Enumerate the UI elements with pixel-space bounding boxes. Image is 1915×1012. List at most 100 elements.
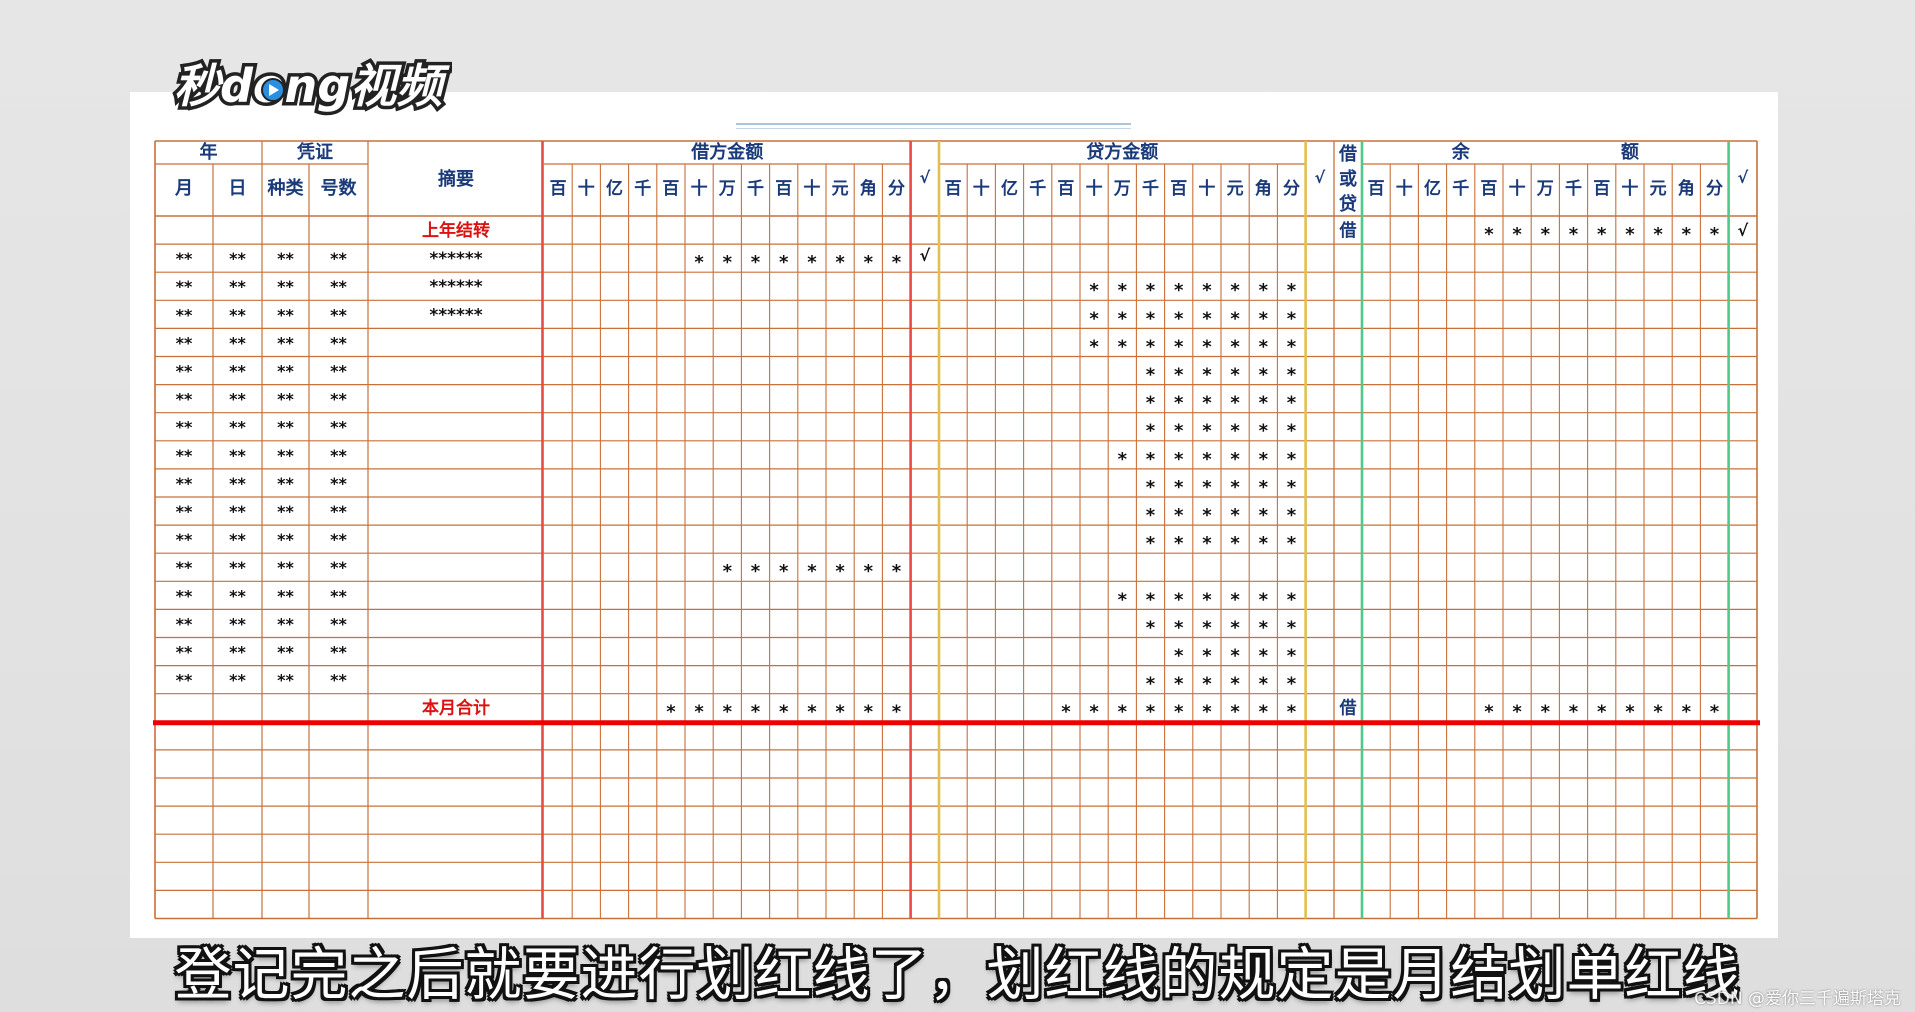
debit-digit-mark: * <box>694 702 704 723</box>
credit-digit-mark: * <box>1146 421 1156 442</box>
balance-digit-mark: * <box>1512 702 1522 723</box>
cell-month: ** <box>176 643 193 662</box>
balance-digit-mark: * <box>1710 224 1720 245</box>
cell-month: ** <box>176 502 193 521</box>
header-direction-char: 或 <box>1339 168 1357 190</box>
balance-digit-mark: * <box>1682 224 1692 245</box>
credit-digit-mark: * <box>1202 393 1212 414</box>
credit-digit-mark: * <box>1287 308 1297 329</box>
cell-day: ** <box>229 390 246 409</box>
digit-unit-label: 万 <box>1113 179 1131 199</box>
header-voucher-no: 号数 <box>321 177 358 199</box>
cell-day: ** <box>229 502 246 521</box>
cell-day: ** <box>229 446 246 465</box>
cell-summary: 上年结转 <box>422 220 490 241</box>
header-summary: 摘要 <box>438 168 474 190</box>
credit-digit-mark: * <box>1089 702 1099 723</box>
cell-day: ** <box>229 586 246 605</box>
digit-unit-label: 分 <box>1706 179 1723 199</box>
credit-digit-mark: * <box>1146 449 1156 470</box>
credit-digit-mark: * <box>1202 674 1212 695</box>
cell-month: ** <box>176 277 193 296</box>
debit-digit-mark: * <box>723 561 733 582</box>
balance-digit-mark: * <box>1625 702 1635 723</box>
debit-digit-mark: * <box>751 561 761 582</box>
decorative-line <box>736 128 1131 129</box>
credit-digit-mark: * <box>1259 533 1269 554</box>
credit-digit-mark: * <box>1202 365 1212 386</box>
digit-unit-label: 百 <box>775 179 792 199</box>
debit-digit-mark: * <box>892 702 902 723</box>
credit-digit-mark: * <box>1230 308 1240 329</box>
credit-digit-mark: * <box>1287 449 1297 470</box>
credit-digit-mark: * <box>1174 477 1184 498</box>
cell-month: ** <box>176 586 193 605</box>
cell-voucher-type: ** <box>277 474 294 493</box>
credit-digit-mark: * <box>1287 589 1297 610</box>
credit-digit-mark: * <box>1287 674 1297 695</box>
credit-digit-mark: * <box>1118 589 1128 610</box>
cell-voucher-no: ** <box>330 362 347 381</box>
play-icon <box>269 84 279 96</box>
credit-digit-mark: * <box>1259 505 1269 526</box>
cell-summary: ****** <box>429 249 482 269</box>
cell-day: ** <box>229 333 246 352</box>
cell-voucher-no: ** <box>330 446 347 465</box>
cell-month: ** <box>176 333 193 352</box>
cell-voucher-no: ** <box>330 333 347 352</box>
digit-unit-label: 十 <box>1198 178 1215 199</box>
credit-digit-mark: * <box>1174 617 1184 638</box>
credit-digit-mark: * <box>1259 308 1269 329</box>
credit-digit-mark: * <box>1202 308 1212 329</box>
credit-digit-mark: * <box>1259 617 1269 638</box>
debit-digit-mark: * <box>666 702 676 723</box>
digit-unit-label: 百 <box>1057 179 1074 199</box>
cell-day: ** <box>229 558 246 577</box>
balance-digit-mark: * <box>1597 224 1607 245</box>
credit-digit-mark: * <box>1118 308 1128 329</box>
credit-digit-mark: * <box>1287 393 1297 414</box>
digit-unit-label: 十 <box>1509 178 1526 199</box>
header-debit-check: √ <box>919 168 930 187</box>
credit-digit-mark: * <box>1287 365 1297 386</box>
digit-unit-label: 十 <box>1621 178 1638 199</box>
cell-voucher-no: ** <box>330 614 347 633</box>
debit-digit-mark: * <box>807 252 817 273</box>
cell-month: ** <box>176 446 193 465</box>
cell-day: ** <box>229 671 246 690</box>
cell-month: ** <box>176 390 193 409</box>
credit-digit-mark: * <box>1287 505 1297 526</box>
cell-voucher-no: ** <box>330 643 347 662</box>
digit-unit-label: 百 <box>1593 179 1610 199</box>
credit-digit-mark: * <box>1174 308 1184 329</box>
credit-digit-mark: * <box>1202 702 1212 723</box>
balance-digit-mark: * <box>1597 702 1607 723</box>
credit-digit-mark: * <box>1287 280 1297 301</box>
cell-day: ** <box>229 249 246 268</box>
balance-digit-mark: * <box>1484 224 1494 245</box>
cell-voucher-no: ** <box>330 671 347 690</box>
cell-voucher-no: ** <box>330 277 347 296</box>
cell-debit-check: √ <box>919 246 930 265</box>
cell-voucher-no: ** <box>330 502 347 521</box>
cell-day: ** <box>229 643 246 662</box>
cell-month: ** <box>176 362 193 381</box>
digit-unit-label: 元 <box>832 179 849 199</box>
digit-unit-label: 千 <box>1142 179 1159 199</box>
digit-unit-label: 角 <box>1255 178 1272 199</box>
credit-digit-mark: * <box>1174 393 1184 414</box>
cell-voucher-no: ** <box>330 474 347 493</box>
credit-digit-mark: * <box>1230 702 1240 723</box>
credit-digit-mark: * <box>1287 702 1297 723</box>
digit-unit-label: 十 <box>691 178 708 199</box>
credit-digit-mark: * <box>1174 674 1184 695</box>
digit-unit-label: 分 <box>888 179 905 199</box>
cell-voucher-type: ** <box>277 333 294 352</box>
credit-digit-mark: * <box>1174 365 1184 386</box>
debit-digit-mark: * <box>864 252 874 273</box>
credit-digit-mark: * <box>1146 702 1156 723</box>
credit-digit-mark: * <box>1089 308 1099 329</box>
cell-direction: 借 <box>1339 220 1357 241</box>
credit-digit-mark: * <box>1230 617 1240 638</box>
cell-month: ** <box>176 474 193 493</box>
